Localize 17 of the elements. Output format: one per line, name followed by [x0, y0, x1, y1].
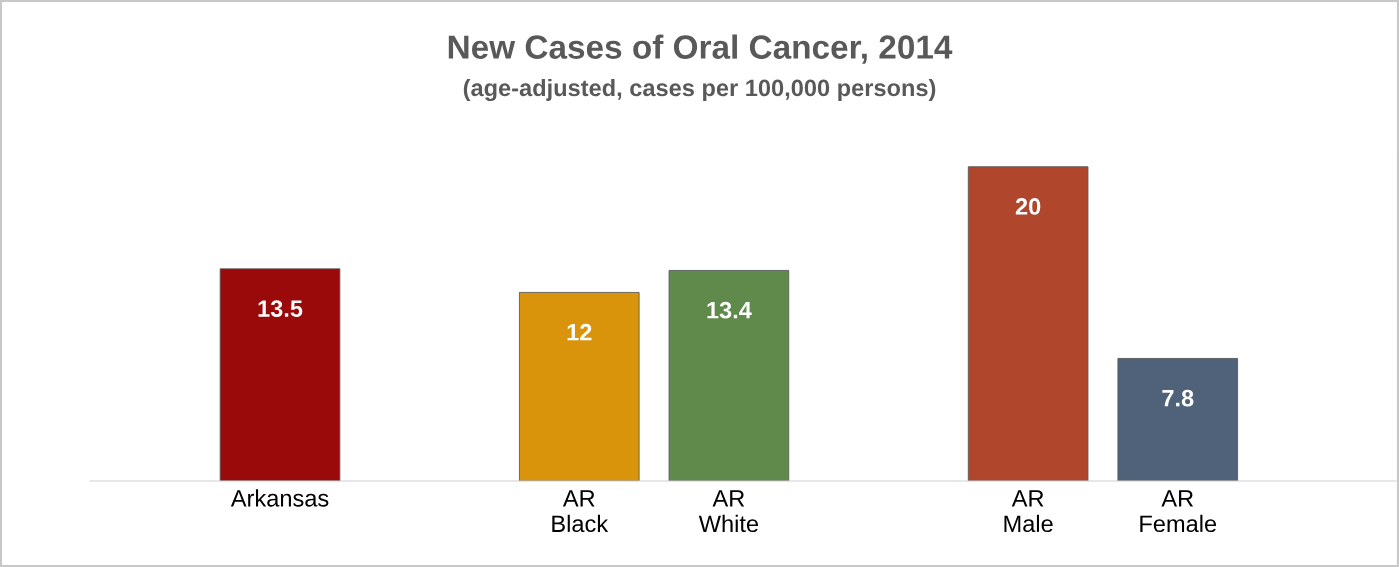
x-tick-label: AR Female: [1140, 490, 1217, 533]
data-label: 20: [1015, 198, 1041, 215]
data-label: 13.5: [258, 300, 303, 317]
x-tick-label: AR Male: [1004, 490, 1053, 533]
x-tick-label: Arkansas: [230, 489, 329, 507]
bar: [219, 268, 341, 481]
data-label: 7.8: [1162, 389, 1194, 407]
data-label: 13.4: [707, 301, 752, 319]
chart-subtitle: (age-adjusted, cases per 100,000 persons): [463, 78, 936, 102]
x-tick-label: AR White: [698, 490, 759, 533]
bar: [519, 292, 640, 481]
x-tick-label: AR Black: [552, 490, 609, 533]
bar: [967, 166, 1089, 481]
data-label: 12: [567, 323, 592, 341]
bar: [1117, 358, 1239, 481]
bar: [668, 270, 790, 481]
chart-title: New Cases of Oral Cancer, 2014: [448, 34, 953, 64]
